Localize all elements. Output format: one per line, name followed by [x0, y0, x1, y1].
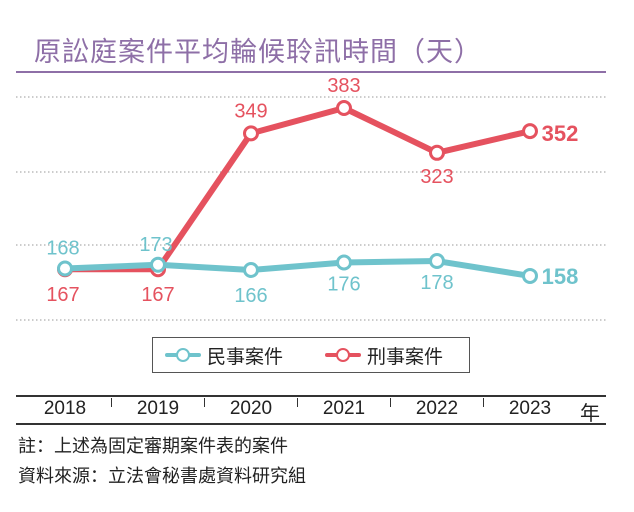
x-axis-unit: 年 [580, 401, 600, 425]
data-labels-layer: 167 167 349 383 323 352 168 173 166 176 178 158 [46, 75, 578, 307]
point-civil-2022 [429, 253, 445, 270]
legend-criminal-label: 刑事案件 [367, 345, 444, 368]
footnote: 註：上述為固定審期案件表的案件 [18, 436, 288, 457]
x-tick-2018: 2018 [43, 398, 87, 419]
x-separator-3 [390, 398, 391, 407]
legend-item-civil: 民事案件 [165, 338, 283, 372]
data-label-civil-2021: 176 [327, 274, 360, 296]
data-label-civil-2022: 178 [420, 272, 453, 294]
x-axis-bottom-rule [16, 423, 606, 425]
x-tick-2023: 2023 [508, 398, 552, 419]
point-civil-2021 [336, 254, 352, 271]
x-separator-2 [297, 398, 298, 407]
data-label-criminal-2019: 167 [141, 284, 174, 306]
chart-title: 原訟庭案件平均輪候聆訊時間（天） [34, 37, 482, 68]
data-label-criminal-2018: 167 [46, 284, 79, 306]
data-label-criminal-2020: 349 [234, 100, 267, 122]
x-separator-1 [204, 398, 205, 407]
x-tick-2020: 2020 [229, 398, 273, 419]
grid-lines [16, 96, 606, 321]
data-label-civil-2018: 168 [46, 237, 79, 259]
data-label-civil-2020: 166 [234, 285, 267, 307]
point-civil-2020 [243, 261, 259, 278]
x-separator-4 [483, 398, 484, 407]
point-civil-2019 [150, 256, 166, 273]
data-label-criminal-2021: 383 [327, 75, 360, 97]
data-label-criminal-2022: 323 [420, 166, 453, 188]
legend-criminal-marker [325, 348, 361, 362]
legend-civil-label: 民事案件 [207, 345, 284, 368]
data-label-civil-2019: 173 [139, 234, 172, 256]
point-criminal-2023 [522, 123, 538, 140]
x-separator-0 [111, 398, 112, 407]
legend: 民事案件 刑事案件 [152, 337, 470, 373]
point-criminal-2022 [429, 144, 445, 161]
source-credit: 資料來源：立法會秘書處資料研究組 [18, 466, 306, 487]
x-axis-top-rule [16, 395, 606, 397]
point-civil-2018 [57, 260, 73, 277]
x-tick-2021: 2021 [322, 398, 366, 419]
series-layer [57, 100, 538, 284]
series-line-criminal [62, 105, 533, 273]
point-civil-2023 [522, 267, 538, 284]
title-underline [16, 71, 606, 73]
x-tick-2022: 2022 [415, 398, 459, 419]
line-chart: 167 167 349 383 323 352 168 173 166 176 178 158 [16, 75, 606, 321]
x-tick-2019: 2019 [136, 398, 180, 419]
legend-item-criminal: 刑事案件 [325, 338, 443, 372]
point-criminal-2020 [243, 125, 259, 142]
legend-civil-marker [165, 348, 201, 362]
series-line-civil [62, 258, 533, 279]
point-criminal-2021 [336, 100, 352, 116]
data-label-civil-2023: 158 [542, 264, 579, 289]
data-label-criminal-2023: 352 [542, 121, 579, 146]
